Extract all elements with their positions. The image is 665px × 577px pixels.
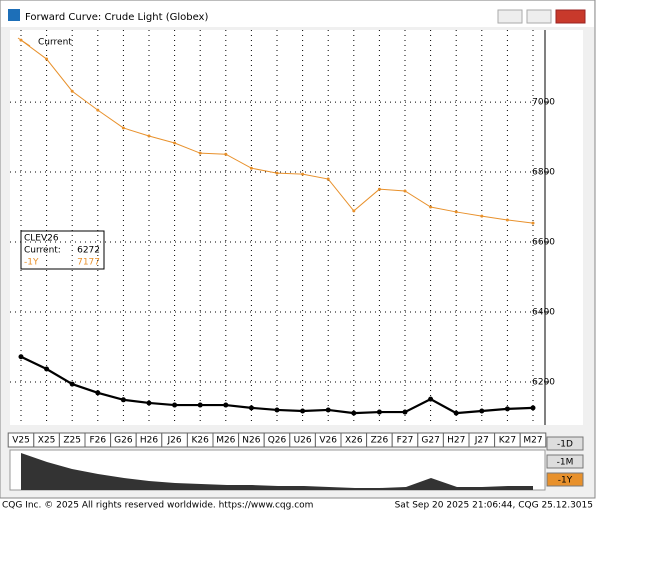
x-tick-label: F27: [397, 436, 414, 446]
x-tick-label: X26: [345, 436, 363, 446]
point: [224, 152, 228, 156]
y-tick-label: 7000: [532, 98, 555, 108]
x-tick-label: F26: [89, 436, 106, 446]
x-tick-label: X25: [38, 436, 56, 446]
close-button[interactable]: [555, 9, 586, 24]
x-tick-label: Z26: [371, 436, 389, 446]
point: [377, 187, 381, 191]
footer-right: Sat Sep 20 2025 21:06:44, CQG 25.12.3015: [395, 501, 593, 511]
point: [325, 407, 331, 413]
x-tick-label: H26: [140, 436, 158, 446]
point: [44, 366, 50, 372]
point: [147, 134, 151, 138]
info-symbol: CLEV26: [24, 234, 59, 244]
point: [505, 218, 509, 222]
point: [402, 409, 408, 415]
y-tick-label: 6200: [532, 377, 555, 387]
range-button[interactable]: [546, 436, 584, 451]
app-icon: [8, 9, 20, 21]
range-button-label[interactable]: -1D: [557, 440, 573, 450]
y-tick-label: 6800: [532, 168, 555, 178]
y-tick-label: 6400: [532, 307, 555, 317]
point: [18, 354, 24, 360]
x-tick-label: V26: [319, 436, 337, 446]
point: [531, 221, 535, 225]
x-tick-label: J27: [474, 436, 489, 446]
point: [249, 166, 253, 170]
point: [70, 89, 74, 93]
point: [274, 407, 280, 413]
point: [326, 177, 330, 181]
point: [429, 205, 433, 209]
range-button[interactable]: [546, 472, 584, 487]
range-button-label[interactable]: -1M: [557, 458, 574, 468]
point: [300, 408, 306, 414]
point: [198, 151, 202, 155]
point: [504, 406, 510, 412]
x-tick-label: Z25: [63, 436, 81, 446]
y-tick-label: 6600: [532, 238, 555, 248]
point: [479, 408, 485, 414]
window-title: Forward Curve: Crude Light (Globex): [25, 12, 208, 23]
info-1y-value: 7177: [77, 258, 100, 268]
point: [173, 141, 177, 145]
info-current-value: 6272: [77, 246, 100, 256]
point: [351, 410, 357, 416]
x-tick-label: H27: [447, 436, 465, 446]
range-button-label[interactable]: -1Y: [558, 476, 573, 486]
info-current-label: Current:: [24, 246, 61, 256]
point: [45, 57, 49, 61]
range-button[interactable]: [546, 454, 584, 469]
x-tick-label: K26: [192, 436, 210, 446]
point: [121, 126, 125, 130]
x-tick-label: K27: [499, 436, 516, 446]
legend-swatch: [17, 37, 31, 47]
x-tick-label: M26: [216, 436, 235, 446]
title-bar: [1, 1, 594, 27]
point: [69, 381, 75, 387]
point: [480, 214, 484, 218]
point: [95, 390, 101, 396]
footer-left: CQG Inc. © 2025 All rights reserved worl…: [2, 501, 313, 511]
point: [172, 402, 178, 408]
x-tick-label: M27: [523, 436, 542, 446]
x-tick-label: U26: [294, 436, 312, 446]
legend-label: Current: [38, 38, 72, 48]
x-tick-label: Q26: [268, 436, 287, 446]
x-tick-label: G27: [421, 436, 439, 446]
info-1y-label: -1Y: [24, 258, 39, 268]
x-tick-label: J26: [167, 436, 182, 446]
point: [96, 108, 100, 112]
point: [275, 171, 279, 175]
maximize-button[interactable]: [526, 9, 552, 24]
point: [530, 405, 536, 411]
point: [301, 172, 305, 176]
point: [376, 409, 382, 415]
x-tick-label: G26: [114, 436, 133, 446]
point: [428, 396, 434, 402]
x-tick-label: V25: [12, 436, 30, 446]
point: [223, 402, 229, 408]
point: [403, 189, 407, 193]
point: [248, 405, 254, 411]
x-tick-label: N26: [242, 436, 260, 446]
point: [197, 402, 203, 408]
axis-area: [545, 30, 583, 425]
point: [453, 410, 459, 416]
minimize-button[interactable]: [497, 9, 523, 24]
point: [146, 400, 152, 406]
volume-area: [21, 453, 533, 490]
point: [120, 397, 126, 403]
x-tick-box: [519, 432, 547, 448]
point: [454, 210, 458, 214]
point: [352, 209, 356, 213]
